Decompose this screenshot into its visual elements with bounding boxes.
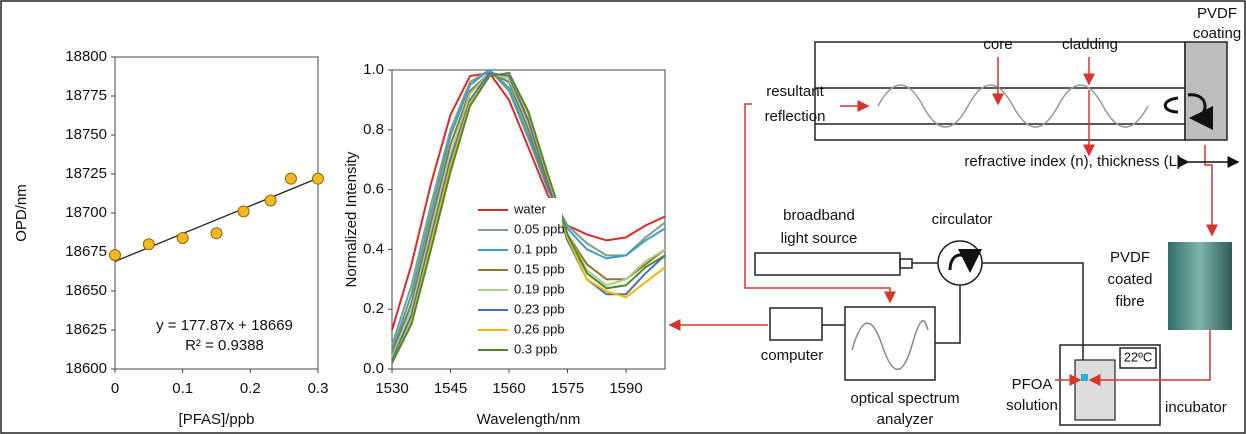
- series-line: [391, 71, 666, 355]
- reflection-label: reflection: [765, 108, 826, 125]
- x-axis-label: [PFAS]/ppb: [179, 411, 255, 428]
- reflection-label: resultant: [766, 83, 824, 100]
- cladding-label: cladding: [1062, 36, 1118, 53]
- y-tick-label: 18675: [65, 243, 107, 260]
- y-tick-label: 18600: [65, 360, 107, 377]
- light-source-label: light source: [781, 230, 858, 247]
- pfoa-label: PFOA: [1012, 376, 1053, 393]
- y-tick-label: 18800: [65, 48, 107, 65]
- annotation: y = 177.87x + 18669: [156, 317, 293, 334]
- y-tick-label: 0.6: [363, 181, 384, 198]
- data-point: [284, 172, 297, 185]
- legend-label: 0.23 ppb: [514, 301, 565, 316]
- series-line: [391, 71, 666, 331]
- fibre-label: PVDF: [1110, 249, 1150, 266]
- data-point: [237, 205, 250, 218]
- x-tick-label: 0.1: [172, 380, 193, 397]
- x-axis-label: Wavelength/nm: [477, 411, 581, 428]
- x-tick-label: 1590: [609, 380, 642, 397]
- y-axis-label: Normalized Intensity: [343, 151, 360, 287]
- light-source-label: broadband: [783, 207, 855, 224]
- y-tick-label: 18750: [65, 126, 107, 143]
- y-tick-label: 18650: [65, 282, 107, 299]
- fibre-schematic: [744, 41, 1240, 304]
- legend-box: [470, 198, 562, 362]
- annotation: R² = 0.9388: [185, 337, 264, 354]
- y-tick-label: 1.0: [363, 61, 384, 78]
- y-tick-label: 18625: [65, 321, 107, 338]
- y-tick-label: 0.4: [363, 240, 384, 257]
- legend-label: 0.05 ppb: [514, 221, 565, 236]
- legend-label: 0.15 ppb: [514, 261, 565, 276]
- core-label: core: [983, 36, 1012, 53]
- data-point: [264, 194, 277, 207]
- series-line: [391, 68, 666, 352]
- incubator-label: incubator: [1165, 399, 1227, 416]
- computer-label: computer: [761, 347, 824, 364]
- legend-label: 0.19 ppb: [514, 281, 565, 296]
- setup: [668, 240, 1232, 426]
- x-tick-label: 1530: [375, 380, 408, 397]
- y-tick-label: 18725: [65, 165, 107, 182]
- y-tick-label: 0.8: [363, 121, 384, 138]
- y-tick-label: 18700: [65, 204, 107, 221]
- pfoa-label: solution: [1006, 397, 1058, 414]
- pvdf-label: coating: [1193, 25, 1241, 42]
- x-tick-label: 0.3: [308, 380, 329, 397]
- osa-label: optical spectrum: [850, 390, 959, 407]
- x-tick-label: 0: [111, 380, 119, 397]
- y-axis-label: OPD/nm: [13, 184, 30, 242]
- data-point: [210, 227, 223, 240]
- plot-frame: [391, 69, 666, 370]
- osa-label: analyzer: [877, 411, 934, 428]
- data-point: [312, 172, 324, 185]
- x-tick-label: 1575: [551, 380, 584, 397]
- x-tick-label: 1545: [434, 380, 467, 397]
- legend-label: water: [513, 201, 546, 216]
- data-point: [176, 231, 189, 244]
- legend-label: 0.3 ppb: [514, 341, 557, 356]
- legend-label: 0.26 ppb: [514, 321, 565, 336]
- data-point: [109, 249, 121, 262]
- y-tick-label: 18775: [65, 87, 107, 104]
- refractive-index-label: refractive index (n), thickness (L): [964, 153, 1182, 170]
- fibre-label: coated: [1107, 271, 1152, 288]
- x-tick-label: 0.2: [240, 380, 261, 397]
- fibre-label: fibre: [1115, 293, 1144, 310]
- x-tick-label: 1560: [492, 380, 525, 397]
- y-tick-label: 0.0: [363, 360, 384, 377]
- legend-label: 0.1 ppb: [514, 241, 557, 256]
- series-line: [391, 71, 666, 364]
- y-tick-label: 0.2: [363, 300, 384, 317]
- pvdf-label: PVDF: [1197, 5, 1237, 22]
- temperature-label: 22ºC: [1124, 349, 1153, 364]
- circulator-label: circulator: [932, 211, 993, 228]
- data-point: [142, 238, 155, 251]
